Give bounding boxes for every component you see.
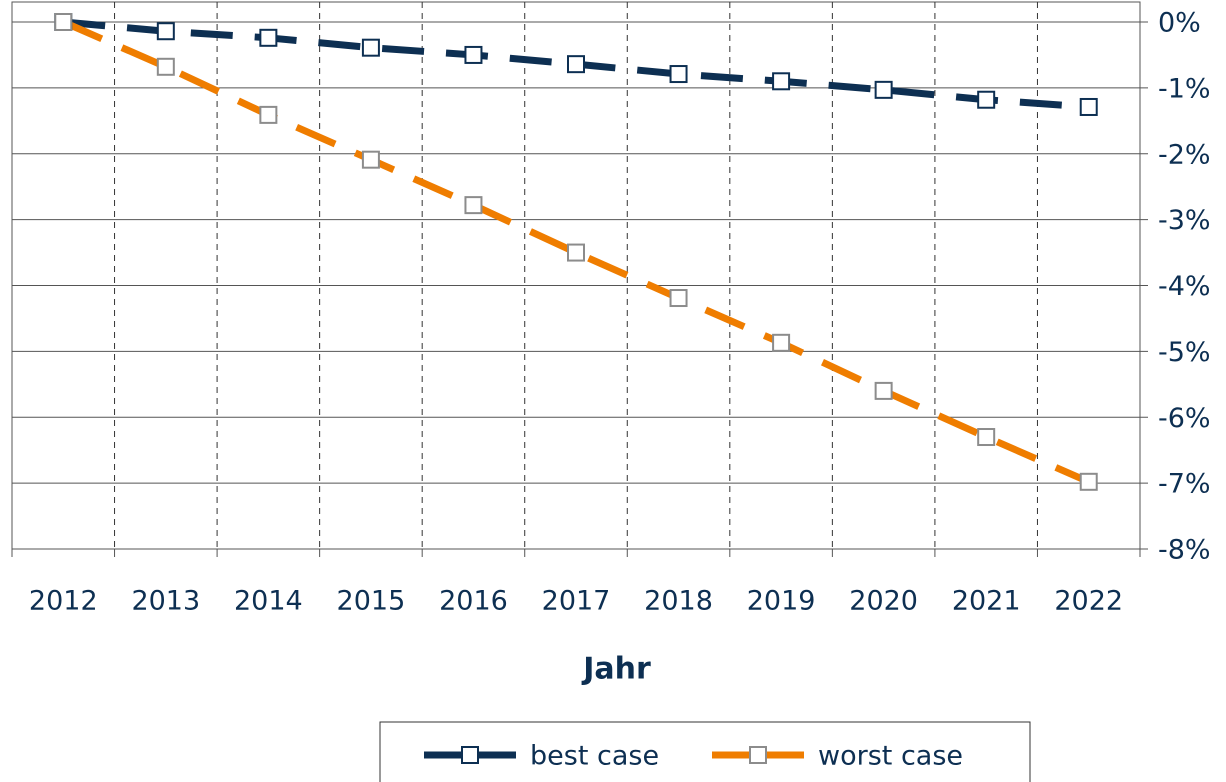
series-line <box>61 18 1091 486</box>
x-tick-label: 2017 <box>542 586 611 617</box>
x-tick-label: 2022 <box>1054 586 1123 617</box>
y-tick-label: 0% <box>1158 8 1201 39</box>
marker <box>259 28 278 47</box>
plot-area <box>11 1 1141 550</box>
x-tick-label: 2015 <box>337 586 406 617</box>
y-tick-label: -1% <box>1158 73 1211 104</box>
marker <box>361 38 380 57</box>
x-tick-label: 2019 <box>747 586 816 617</box>
y-tick-label: -7% <box>1158 469 1211 500</box>
y-tick-label: -4% <box>1158 271 1211 302</box>
marker <box>1079 472 1098 491</box>
marker <box>874 381 893 400</box>
marker <box>977 428 996 447</box>
x-axis-label: Jahr <box>581 652 651 687</box>
marker <box>567 243 585 262</box>
marker <box>874 80 893 99</box>
marker <box>54 13 73 31</box>
x-tick-label: 2014 <box>234 586 303 617</box>
marker <box>156 57 175 76</box>
legend-marker <box>749 746 767 764</box>
x-tick-label: 2012 <box>29 586 98 617</box>
y-tick-label: -6% <box>1158 403 1211 434</box>
legend-label: best case <box>530 741 659 772</box>
marker <box>464 45 483 64</box>
marker <box>567 55 585 74</box>
marker <box>464 196 483 215</box>
marker <box>361 150 380 169</box>
legend-label: worst case <box>818 741 963 772</box>
marker <box>156 22 175 41</box>
marker <box>669 289 688 308</box>
y-tick-label: -2% <box>1158 139 1211 170</box>
x-tick-label: 2020 <box>849 586 918 617</box>
y-tick-label: -8% <box>1158 535 1211 566</box>
marker <box>669 65 688 84</box>
x-tick-label: 2016 <box>439 586 508 617</box>
y-tick-label: -3% <box>1158 205 1211 236</box>
marker <box>977 90 996 109</box>
x-tick-label: 2018 <box>644 586 713 617</box>
x-tick-label: 2021 <box>952 586 1021 617</box>
y-tick-label: -5% <box>1158 337 1211 368</box>
marker <box>772 333 791 352</box>
marker <box>259 105 278 124</box>
marker <box>1079 97 1098 116</box>
legend-marker <box>461 746 479 764</box>
marker <box>772 72 791 91</box>
x-tick-label: 2013 <box>131 586 200 617</box>
